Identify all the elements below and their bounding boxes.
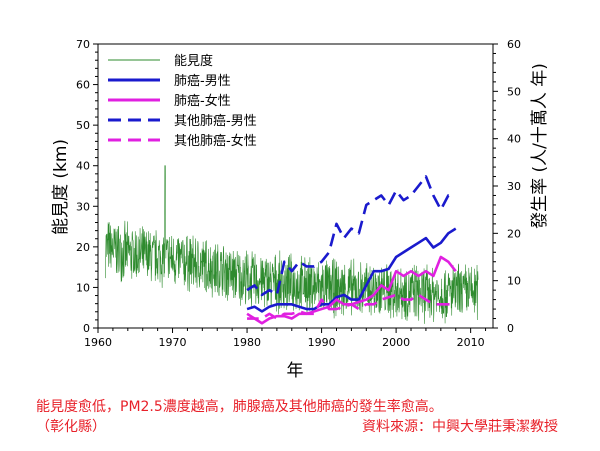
other-lung-cancer-male-line bbox=[246, 175, 456, 297]
y-left-tick-label: 70 bbox=[76, 38, 90, 51]
y-right-tick-label: 20 bbox=[507, 227, 521, 240]
caption-text-b: 濃度越高，肺腺癌及其他肺癌的發生率愈高。 bbox=[162, 399, 443, 415]
y-left-tick-label: 30 bbox=[76, 200, 90, 213]
y-left-tick-label: 60 bbox=[76, 79, 90, 92]
chart: 1960 1970 1980 1990 2000 2010 010203040506070… bbox=[51, 38, 550, 381]
caption-source: 資料來源：中興大學莊秉潔教授 bbox=[362, 419, 558, 435]
y-right-tick-label: 40 bbox=[507, 133, 521, 146]
x-tick-label: 2000 bbox=[382, 336, 410, 349]
x-axis: 1960 1970 1980 1990 2000 2010 bbox=[84, 328, 487, 349]
lung-cancer-male-line bbox=[246, 227, 457, 313]
legend-label-visibility: 能見度 bbox=[174, 53, 213, 69]
y-axis-left: 0 10 20 30 40 50 60 70 bbox=[76, 38, 98, 335]
y-right-tick-label: 0 bbox=[507, 322, 514, 335]
incidence-series bbox=[246, 175, 457, 325]
visibility-series bbox=[105, 165, 479, 324]
y-right-tick-label: 50 bbox=[507, 85, 521, 98]
x-tick-label: 1980 bbox=[233, 336, 261, 349]
x-tick-label: 2010 bbox=[457, 336, 485, 349]
legend-label-other-lung-male: 其他肺癌-男性 bbox=[174, 113, 257, 129]
y-axis-left-title: 能見度 (km) bbox=[51, 139, 71, 235]
legend: 能見度 肺癌-男性 肺癌-女性 其他肺癌-男性 其他肺癌-女性 bbox=[108, 53, 257, 149]
x-tick-label: 1990 bbox=[308, 336, 336, 349]
y-left-tick-label: 0 bbox=[83, 322, 90, 335]
x-tick-label: 1970 bbox=[159, 336, 187, 349]
caption-region: （彰化縣） bbox=[36, 419, 106, 435]
caption-line-2: （彰化縣） 資料來源：中興大學莊秉潔教授 bbox=[36, 416, 558, 436]
y-axis-right: 0 10 20 30 40 50 60 bbox=[493, 38, 521, 335]
y-left-tick-label: 10 bbox=[76, 281, 90, 294]
y-right-tick-label: 60 bbox=[507, 38, 521, 51]
legend-label-lung-female: 肺癌-女性 bbox=[174, 93, 231, 109]
y-right-tick-label: 30 bbox=[507, 180, 521, 193]
caption-pm25: PM2.5 bbox=[120, 399, 163, 415]
legend-label-other-lung-female: 其他肺癌-女性 bbox=[174, 133, 257, 149]
y-left-tick-label: 20 bbox=[76, 241, 90, 254]
caption-line-1: 能見度愈低，PM2.5濃度越高，肺腺癌及其他肺癌的發生率愈高。 bbox=[36, 396, 443, 416]
visibility-line bbox=[105, 165, 479, 324]
x-tick-label: 1960 bbox=[84, 336, 112, 349]
plot-frame bbox=[97, 43, 494, 329]
x-axis-title: 年 bbox=[287, 361, 304, 381]
caption-text-a: 能見度愈低， bbox=[36, 399, 120, 415]
y-left-tick-label: 50 bbox=[76, 119, 90, 132]
y-right-tick-label: 10 bbox=[507, 275, 521, 288]
legend-label-lung-male: 肺癌-男性 bbox=[174, 73, 231, 89]
y-left-tick-label: 40 bbox=[76, 160, 90, 173]
y-axis-right-title: 發生率 (人/十萬人 年) bbox=[530, 63, 550, 229]
other-lung-cancer-female-line bbox=[246, 293, 456, 320]
